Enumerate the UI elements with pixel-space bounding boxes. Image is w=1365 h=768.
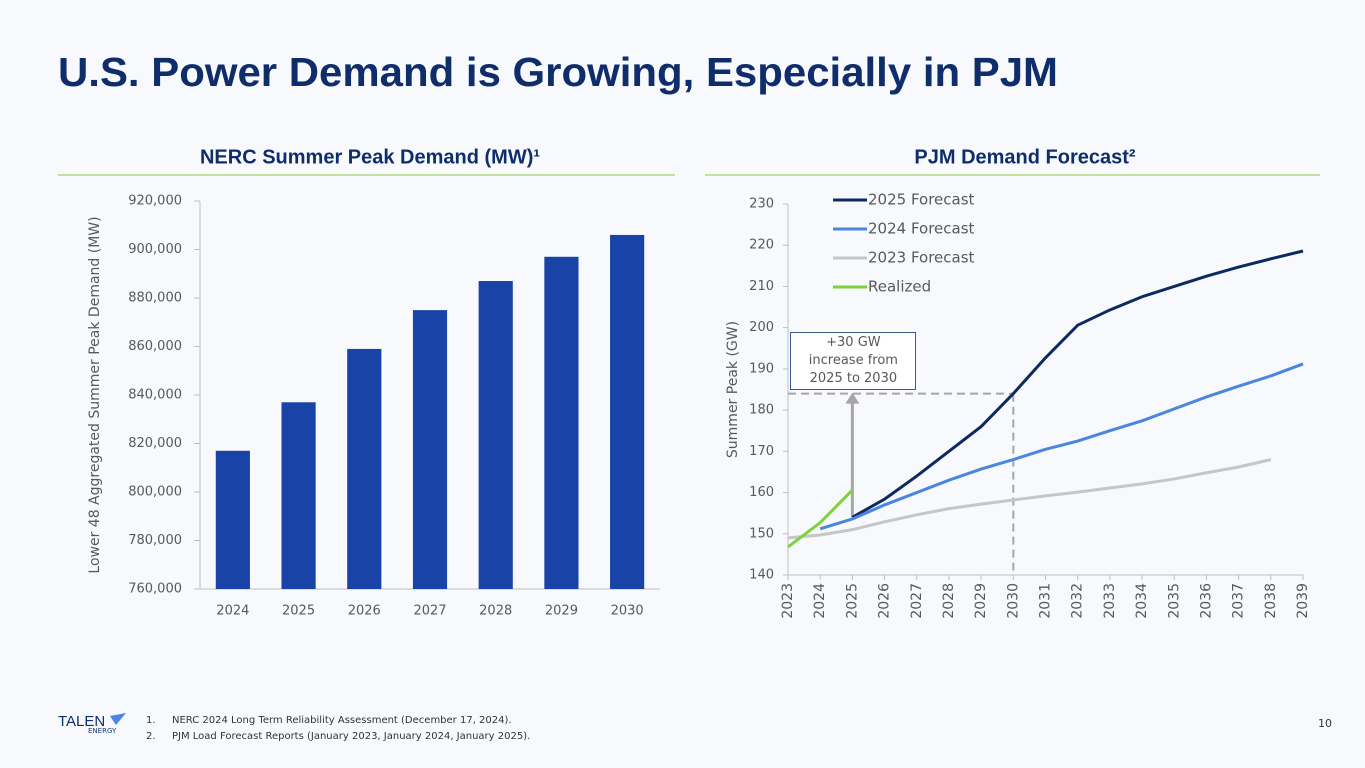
logo-mark xyxy=(110,713,126,725)
x-tick-label: 2027 xyxy=(413,604,446,619)
bar xyxy=(610,234,645,589)
footnote-number: 1. xyxy=(146,715,156,726)
y-tick-label: 160 xyxy=(749,485,774,500)
x-tick-label: 2024 xyxy=(216,604,249,619)
x-tick-label: 2029 xyxy=(973,583,989,619)
x-tick-label: 2032 xyxy=(1070,583,1086,619)
annotation-box: +30 GW increase from 2025 to 2030 xyxy=(790,331,917,390)
logo-sub: ENERGY xyxy=(88,727,117,735)
legend-label: 2024 Forecast xyxy=(868,220,975,238)
annotation: +30 GW increase from 2025 to 2030 xyxy=(790,331,917,390)
legend-label: Realized xyxy=(868,278,931,296)
legend-label: 2023 Forecast xyxy=(868,249,975,267)
bar xyxy=(478,281,513,589)
x-tick-label: 2039 xyxy=(1295,583,1311,619)
footnote: PJM Load Forecast Reports (January 2023,… xyxy=(172,731,530,742)
x-tick-label: 2026 xyxy=(877,583,893,619)
x-tick-label: 2034 xyxy=(1134,583,1150,619)
page-number: 10 xyxy=(1318,717,1332,730)
bar xyxy=(544,256,579,589)
series-line xyxy=(787,458,1272,540)
y-tick-label: 220 xyxy=(749,238,774,253)
x-tick-label: 2035 xyxy=(1166,583,1182,619)
series-line xyxy=(787,489,854,549)
x-tick-label: 2024 xyxy=(812,583,828,619)
y-tick-label: 170 xyxy=(749,444,774,459)
chart-title: PJM Demand Forecast² xyxy=(914,146,1136,168)
legend-label: 2025 Forecast xyxy=(868,191,975,209)
y-tick-label: 860,000 xyxy=(128,339,182,354)
y-axis-label: Lower 48 Aggregated Summer Peak Demand (… xyxy=(87,216,103,573)
y-tick-label: 760,000 xyxy=(128,582,182,597)
x-tick-label: 2027 xyxy=(909,583,925,619)
x-tick-label: 2028 xyxy=(479,604,512,619)
x-tick-label: 2025 xyxy=(282,604,315,619)
y-tick-label: 180 xyxy=(749,403,774,418)
y-tick-label: 920,000 xyxy=(128,194,182,209)
y-tick-label: 900,000 xyxy=(128,242,182,257)
footnote: NERC 2024 Long Term Reliability Assessme… xyxy=(172,715,512,726)
series-line xyxy=(819,362,1304,531)
x-tick-label: 2037 xyxy=(1231,583,1247,619)
footnote-number: 2. xyxy=(146,731,156,742)
y-tick-label: 190 xyxy=(749,361,774,376)
x-tick-label: 2023 xyxy=(780,583,796,619)
y-tick-label: 230 xyxy=(749,197,774,212)
y-tick-label: 880,000 xyxy=(128,291,182,306)
x-tick-label: 2038 xyxy=(1263,583,1279,619)
y-tick-label: 200 xyxy=(749,320,774,335)
x-tick-label: 2030 xyxy=(611,604,644,619)
bar xyxy=(347,348,382,589)
page-title: U.S. Power Demand is Growing, Especially… xyxy=(58,49,1058,95)
series-line xyxy=(851,249,1304,519)
arrow-head xyxy=(845,392,860,404)
y-tick-label: 150 xyxy=(749,526,774,541)
bar xyxy=(281,402,316,589)
bar xyxy=(215,450,250,589)
bar xyxy=(412,310,448,589)
x-tick-label: 2030 xyxy=(1005,583,1021,619)
chart-title: NERC Summer Peak Demand (MW)¹ xyxy=(200,146,540,168)
y-tick-label: 210 xyxy=(749,279,774,294)
logo-name: TALEN xyxy=(58,713,105,730)
x-tick-label: 2036 xyxy=(1198,583,1214,619)
x-tick-label: 2026 xyxy=(348,604,381,619)
x-tick-label: 2025 xyxy=(844,583,860,619)
x-tick-label: 2029 xyxy=(545,604,578,619)
y-tick-label: 780,000 xyxy=(128,533,182,548)
y-tick-label: 820,000 xyxy=(128,436,182,451)
y-tick-label: 140 xyxy=(749,568,774,583)
x-tick-label: 2033 xyxy=(1102,583,1118,619)
x-tick-label: 2028 xyxy=(941,583,957,619)
y-tick-label: 840,000 xyxy=(128,388,182,403)
x-tick-label: 2031 xyxy=(1038,583,1054,619)
y-tick-label: 800,000 xyxy=(128,485,182,500)
y-axis-label: Summer Peak (GW) xyxy=(725,321,741,458)
